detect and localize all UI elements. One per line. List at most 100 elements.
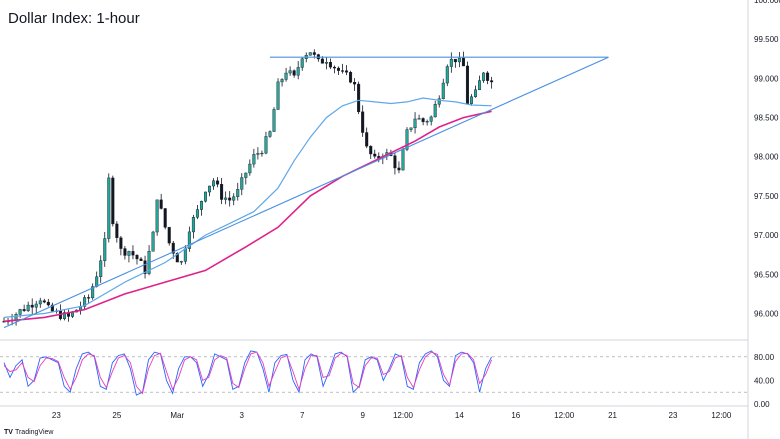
candle xyxy=(490,76,494,89)
candle xyxy=(127,250,131,263)
candle xyxy=(369,145,373,159)
candle xyxy=(58,304,62,321)
candle xyxy=(349,70,353,84)
candle-body xyxy=(256,153,260,155)
candle-body xyxy=(312,52,316,55)
x-tick-label: 12:00 xyxy=(393,411,414,420)
x-tick-label: 7 xyxy=(300,411,305,420)
y-tick-label: 98.500 xyxy=(754,114,779,123)
candle xyxy=(139,257,143,261)
candle-body xyxy=(272,109,276,132)
candle xyxy=(30,298,34,315)
candle-body xyxy=(115,223,119,238)
candle-body xyxy=(62,312,66,319)
candle xyxy=(62,309,66,321)
candle xyxy=(179,260,183,265)
candle-body xyxy=(276,81,280,110)
candle xyxy=(224,191,228,205)
candle xyxy=(308,52,312,56)
chart-title: Dollar Index: 1-hour xyxy=(8,10,140,27)
candle-body xyxy=(183,248,187,262)
candle xyxy=(79,301,83,315)
stoch_d-line xyxy=(3,351,493,395)
candle-body xyxy=(46,301,50,306)
candle-body xyxy=(365,132,369,147)
candle xyxy=(272,107,276,132)
candle-body xyxy=(143,260,147,274)
candle-body xyxy=(248,163,252,174)
candle xyxy=(107,173,111,243)
candle-body xyxy=(373,153,377,157)
candle xyxy=(103,232,107,267)
candle xyxy=(453,58,457,68)
main-pane xyxy=(0,49,748,341)
candle-body xyxy=(280,79,284,83)
candle xyxy=(216,177,220,188)
candle-body xyxy=(260,152,264,155)
candle xyxy=(26,301,30,312)
x-tick-label: Mar xyxy=(170,411,184,420)
candle xyxy=(151,230,155,252)
candle xyxy=(143,255,147,279)
candle xyxy=(478,75,482,91)
x-tick-label: 21 xyxy=(608,411,617,420)
candle xyxy=(195,205,199,220)
candle xyxy=(276,78,280,110)
candle xyxy=(95,271,99,288)
candle xyxy=(248,159,252,176)
candle xyxy=(465,61,469,105)
candle-body xyxy=(216,180,220,185)
candle-body xyxy=(292,70,296,76)
candle-body xyxy=(191,216,195,233)
candle-body xyxy=(159,199,163,209)
candle xyxy=(268,130,272,138)
tradingview-logo-text: TradingView xyxy=(14,429,54,436)
candle xyxy=(316,53,320,62)
candle xyxy=(14,312,18,326)
x-tick-label: 16 xyxy=(511,411,520,420)
candle-body xyxy=(324,62,328,64)
candle-body xyxy=(175,253,179,263)
candle-body xyxy=(349,72,353,83)
candle-body xyxy=(401,149,405,171)
candle-body xyxy=(220,184,224,200)
candle-body xyxy=(171,242,175,254)
candle-body xyxy=(34,303,38,308)
candle xyxy=(445,64,449,87)
candle-body xyxy=(224,197,228,200)
candle-body xyxy=(369,145,373,155)
candle xyxy=(99,255,103,283)
osc-y-tick-label: 80.00 xyxy=(754,353,775,362)
candle-body xyxy=(353,82,357,85)
candle xyxy=(256,147,260,160)
candle xyxy=(437,95,441,108)
candle xyxy=(87,294,91,304)
candle xyxy=(353,78,357,91)
candle xyxy=(203,191,207,203)
candle xyxy=(413,112,417,134)
x-tick-label: 3 xyxy=(240,411,245,420)
candle-body xyxy=(155,199,159,233)
candle-body xyxy=(332,66,336,69)
y-tick-label: 98.000 xyxy=(754,153,779,162)
candle xyxy=(469,94,473,106)
candle xyxy=(187,226,191,252)
candle xyxy=(393,153,397,175)
y-tick-label: 96.000 xyxy=(754,309,779,318)
candle-body xyxy=(397,167,401,171)
candle-body xyxy=(320,58,324,64)
candle-body xyxy=(393,155,397,169)
candle xyxy=(123,246,127,260)
candle-body xyxy=(449,58,453,67)
candle-body xyxy=(187,231,191,249)
candle xyxy=(159,193,163,210)
candle-body xyxy=(478,80,482,91)
candle-body xyxy=(425,121,429,123)
candle xyxy=(191,214,195,239)
candle-body xyxy=(236,189,240,197)
candle xyxy=(409,127,413,133)
candle-body xyxy=(22,309,26,311)
candle-body xyxy=(474,89,478,97)
candle xyxy=(425,119,429,126)
